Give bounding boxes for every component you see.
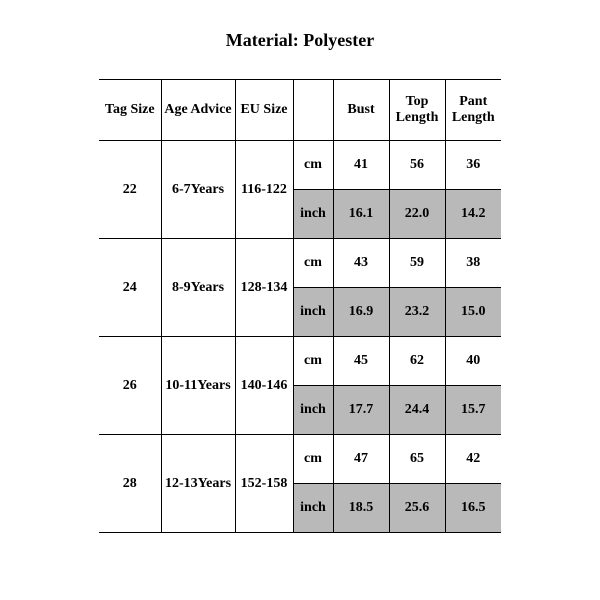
cell-top-length: 56 xyxy=(389,141,445,190)
cell-unit-inch: inch xyxy=(293,288,333,337)
cell-bust: 45 xyxy=(333,337,389,386)
size-chart-table: Tag Size Age Advice EU Size Bust Top Len… xyxy=(99,79,501,533)
cell-tag-size: 22 xyxy=(99,141,161,239)
col-bust: Bust xyxy=(333,80,389,141)
cell-pant-length: 36 xyxy=(445,141,501,190)
cell-pant-length: 16.5 xyxy=(445,484,501,533)
cell-unit-cm: cm xyxy=(293,435,333,484)
col-top-length: Top Length xyxy=(389,80,445,141)
table-row: 26 10-11Years 140-146 cm 45 62 40 xyxy=(99,337,501,386)
cell-eu-size: 140-146 xyxy=(235,337,293,435)
cell-top-length: 24.4 xyxy=(389,386,445,435)
cell-bust: 18.5 xyxy=(333,484,389,533)
cell-tag-size: 24 xyxy=(99,239,161,337)
col-tag-size: Tag Size xyxy=(99,80,161,141)
table-row: 28 12-13Years 152-158 cm 47 65 42 xyxy=(99,435,501,484)
cell-top-length: 59 xyxy=(389,239,445,288)
cell-pant-length: 42 xyxy=(445,435,501,484)
cell-bust: 16.9 xyxy=(333,288,389,337)
cell-unit-cm: cm xyxy=(293,337,333,386)
cell-bust: 47 xyxy=(333,435,389,484)
cell-top-length: 62 xyxy=(389,337,445,386)
cell-pant-length: 40 xyxy=(445,337,501,386)
cell-eu-size: 152-158 xyxy=(235,435,293,533)
cell-unit-cm: cm xyxy=(293,239,333,288)
cell-age-advice: 6-7Years xyxy=(161,141,235,239)
cell-top-length: 65 xyxy=(389,435,445,484)
cell-pant-length: 15.7 xyxy=(445,386,501,435)
cell-tag-size: 26 xyxy=(99,337,161,435)
cell-age-advice: 10-11Years xyxy=(161,337,235,435)
table-header-row: Tag Size Age Advice EU Size Bust Top Len… xyxy=(99,80,501,141)
page-title: Material: Polyester xyxy=(0,30,600,51)
cell-unit-inch: inch xyxy=(293,484,333,533)
col-pant-length: Pant Length xyxy=(445,80,501,141)
table-row: 24 8-9Years 128-134 cm 43 59 38 xyxy=(99,239,501,288)
col-age-advice: Age Advice xyxy=(161,80,235,141)
cell-pant-length: 14.2 xyxy=(445,190,501,239)
cell-top-length: 22.0 xyxy=(389,190,445,239)
cell-unit-inch: inch xyxy=(293,190,333,239)
cell-tag-size: 28 xyxy=(99,435,161,533)
col-unit xyxy=(293,80,333,141)
cell-unit-inch: inch xyxy=(293,386,333,435)
cell-pant-length: 38 xyxy=(445,239,501,288)
col-eu-size: EU Size xyxy=(235,80,293,141)
cell-age-advice: 12-13Years xyxy=(161,435,235,533)
cell-top-length: 25.6 xyxy=(389,484,445,533)
cell-pant-length: 15.0 xyxy=(445,288,501,337)
cell-unit-cm: cm xyxy=(293,141,333,190)
cell-age-advice: 8-9Years xyxy=(161,239,235,337)
cell-bust: 17.7 xyxy=(333,386,389,435)
cell-top-length: 23.2 xyxy=(389,288,445,337)
cell-bust: 16.1 xyxy=(333,190,389,239)
cell-eu-size: 128-134 xyxy=(235,239,293,337)
table-row: 22 6-7Years 116-122 cm 41 56 36 xyxy=(99,141,501,190)
cell-eu-size: 116-122 xyxy=(235,141,293,239)
cell-bust: 43 xyxy=(333,239,389,288)
cell-bust: 41 xyxy=(333,141,389,190)
page: Material: Polyester Tag Size Age Advice … xyxy=(0,0,600,600)
